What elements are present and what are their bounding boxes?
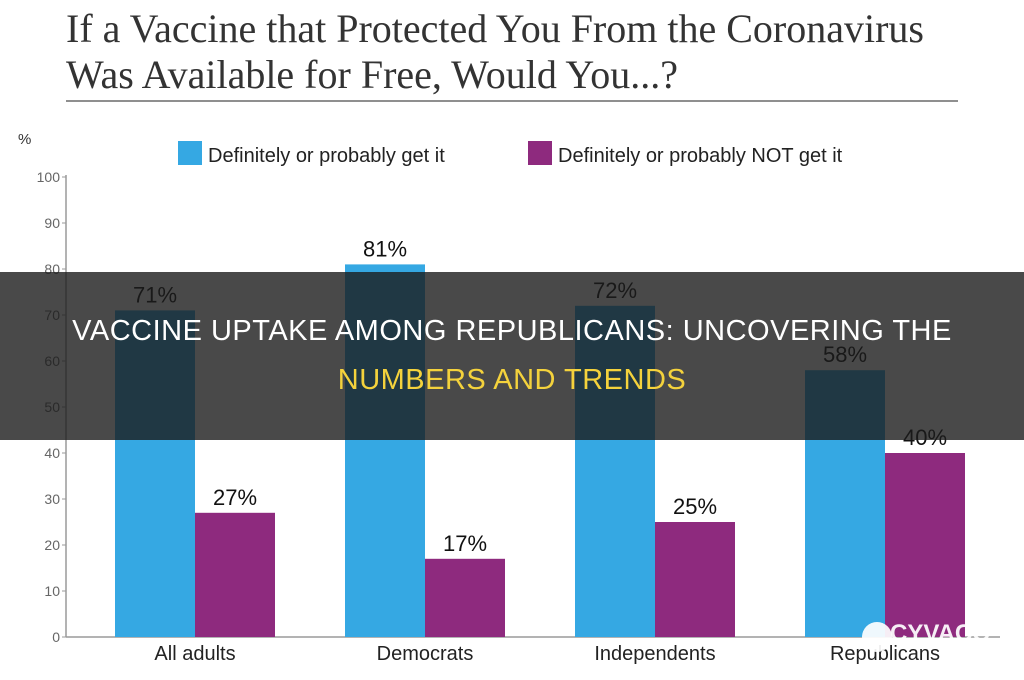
title-divider [66,100,958,102]
legend-label: Definitely or probably NOT get it [558,145,843,167]
bar [195,512,275,637]
x-tick-label: Independents [594,643,715,665]
y-tick-label: 100 [37,169,61,185]
bar [655,522,735,637]
y-tick-label: 40 [44,445,60,461]
watermark-logo-icon [862,622,892,652]
legend: Definitely or probably get it Definitely … [178,141,843,167]
title-banner-overlay [0,272,1024,440]
x-axis: All adults Democrats Independents Republica… [154,643,940,665]
y-tick-label: 20 [44,537,60,553]
chart-title: If a Vaccine that Protected You From the… [66,6,924,97]
y-tick-label: 30 [44,491,60,507]
legend-swatch [528,141,552,165]
y-tick-label: 10 [44,583,60,599]
bar [425,558,505,637]
data-label: 27% [213,485,257,510]
data-label: 25% [673,494,717,519]
x-tick-label: Democrats [377,643,474,665]
data-label: 17% [443,531,487,556]
banner-headline-line-2: NUMBERS AND TRENDS [337,364,687,396]
banner-headline-line-1: VACCINE UPTAKE AMONG REPUBLICANS: UNCOVE… [72,315,952,347]
x-tick-label: All adults [154,643,235,665]
x-tick-label: Republicans [830,643,940,665]
y-axis-unit-label: % [18,131,31,148]
site-watermark: CYVACC [860,616,1020,656]
bar [885,453,965,637]
data-label: 81% [363,236,407,261]
y-tick-label: 90 [44,215,60,231]
watermark-text: CYVACC [890,620,990,647]
legend-swatch [178,141,202,165]
y-tick-label: 0 [52,629,60,645]
legend-label: Definitely or probably get it [208,145,445,167]
